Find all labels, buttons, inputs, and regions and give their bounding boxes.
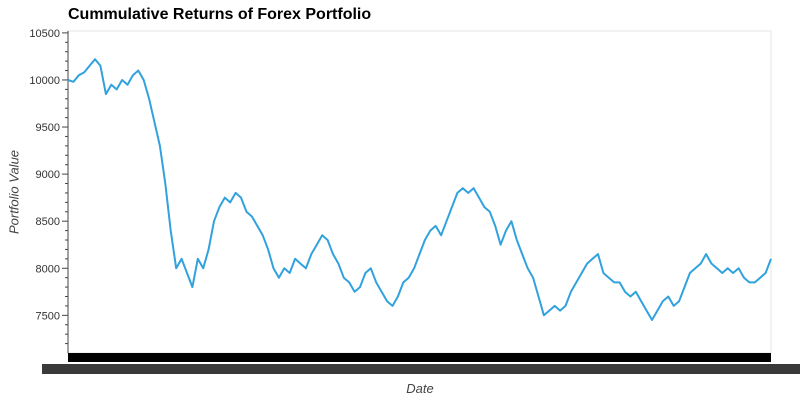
y-tick-label: 9000	[36, 169, 60, 181]
x-tick-labels-overlapping	[42, 364, 800, 374]
series-line	[67, 58, 772, 321]
x-axis	[42, 353, 800, 374]
y-tick-label: 9500	[36, 122, 60, 134]
plot-frame	[67, 30, 772, 354]
chart-title: Cummulative Returns of Forex Portfolio	[68, 6, 372, 23]
y-tick-label: 10000	[29, 75, 60, 87]
x-axis-dense-ticks	[68, 353, 771, 362]
y-tick-label: 8000	[36, 263, 60, 275]
series-group	[67, 58, 772, 321]
x-axis-label: Date	[406, 381, 434, 396]
y-axis: 7500 8000 8500 9000 9500 10000 10500	[29, 28, 69, 353]
y-tick-label: 8500	[36, 216, 60, 228]
y-tick-label: 7500	[36, 310, 60, 322]
y-tick-label: 10500	[29, 28, 60, 40]
